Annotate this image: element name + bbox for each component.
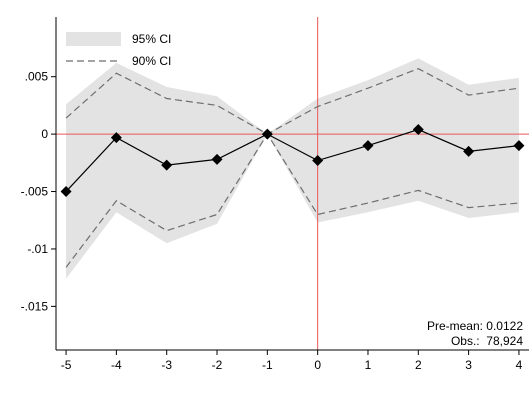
x-tick-label: -1: [262, 358, 273, 372]
estimate-markers: [60, 124, 525, 198]
x-tick-label: -3: [161, 358, 172, 372]
legend-swatch-95ci: [66, 32, 121, 46]
estimate-point: [110, 132, 122, 144]
estimate-point: [513, 140, 525, 152]
estimate-point: [261, 128, 273, 140]
estimate-point: [60, 186, 72, 198]
ci95-band: [66, 58, 519, 279]
estimate-point: [312, 155, 324, 167]
reference-lines: [56, 17, 529, 350]
y-tick-label: -.01: [27, 242, 48, 256]
x-tick-label: 4: [516, 358, 523, 372]
notes: Pre-mean: 0.0122 Obs.: 78,924: [427, 319, 523, 348]
x-tick-label: -2: [212, 358, 223, 372]
estimate-point: [412, 124, 424, 136]
y-tick-label: -.015: [21, 299, 49, 313]
estimate-point: [463, 145, 475, 157]
legend-label-95ci: 95% CI: [132, 32, 171, 46]
x-tick-label: 3: [465, 358, 472, 372]
estimate-point: [362, 140, 374, 152]
estimate-point: [211, 153, 223, 165]
note-obs: Obs.: 78,924: [451, 334, 523, 348]
x-tick-label: 2: [415, 358, 422, 372]
legend-label-90ci: 90% CI: [132, 54, 171, 68]
estimate-line-layer: [65, 128, 520, 192]
y-tick-label: .005: [25, 70, 49, 84]
legend: 95% CI 90% CI: [66, 32, 171, 68]
estimate-line: [65, 128, 520, 192]
x-tick-label: -5: [61, 358, 72, 372]
x-tick-label: 0: [314, 358, 321, 372]
y-tick-label: -.005: [21, 185, 49, 199]
ci90-lower-line: [65, 132, 519, 268]
y-tick-label: 0: [41, 127, 48, 141]
ci95-band-layer: [66, 58, 519, 279]
y-axis: .005 0 -.005 -.01 -.015: [21, 17, 57, 350]
x-axis: -5 -4 -3 -2 -1 0 1 2 3 4: [56, 349, 529, 372]
x-tick-label: 1: [365, 358, 372, 372]
ci90-dashed-layer: [65, 68, 520, 268]
estimate-point: [161, 159, 173, 171]
note-pre-mean: Pre-mean: 0.0122: [427, 319, 523, 333]
x-tick-label: -4: [111, 358, 122, 372]
